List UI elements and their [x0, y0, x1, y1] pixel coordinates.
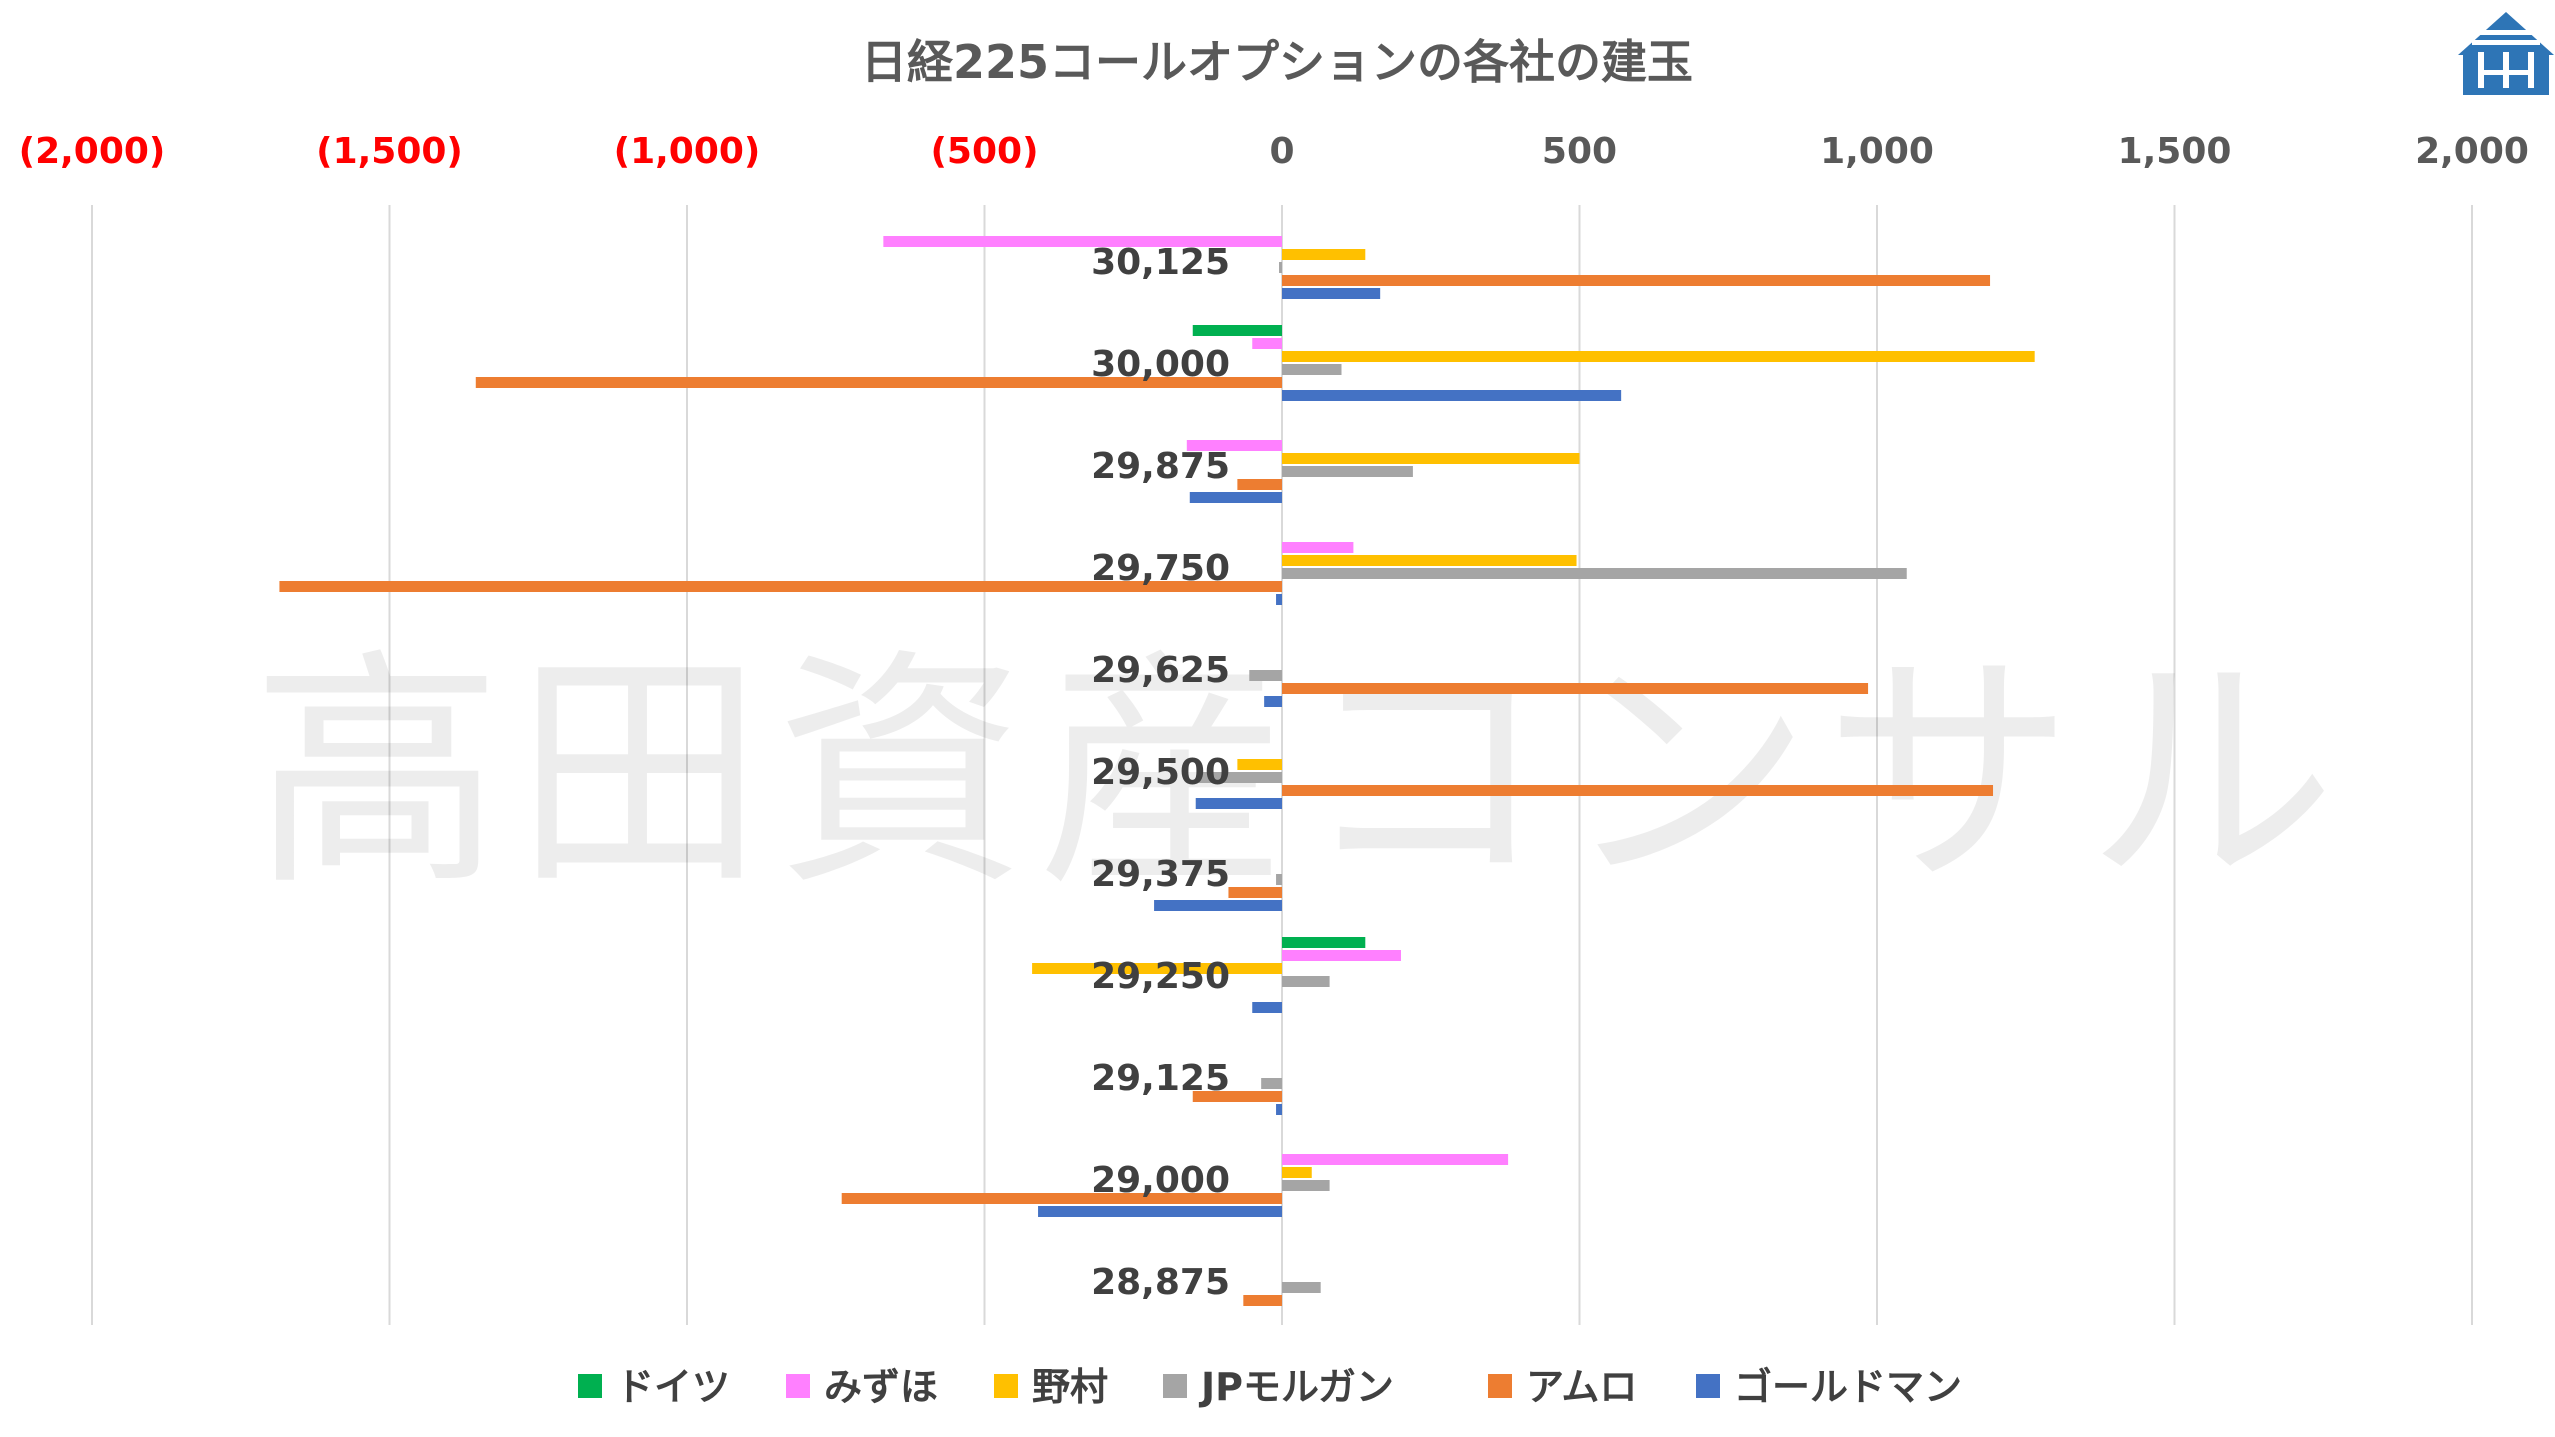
- bar: [1282, 568, 1907, 579]
- legend-label: アムロ: [1526, 1365, 1637, 1409]
- x-tick-label: 500: [1542, 131, 1617, 172]
- bar: [1282, 364, 1342, 375]
- bar: [1032, 963, 1282, 974]
- bar: [475, 377, 1282, 388]
- legend-label: みずほ: [824, 1365, 938, 1409]
- y-tick-label: 28,875: [1091, 1262, 1230, 1303]
- bar: [1282, 785, 1994, 796]
- bar: [1154, 900, 1282, 911]
- x-axis-tick-labels: (2,000) (1,500) (1,000) (500) 0 500 1,000 1,500…: [19, 131, 2529, 172]
- x-tick-label: (1,500): [316, 131, 463, 172]
- bar: [1252, 338, 1282, 349]
- bar: [1192, 1091, 1282, 1102]
- y-tick-label: 29,000: [1091, 1160, 1230, 1201]
- bar: [1264, 696, 1282, 707]
- y-tick-label: 29,625: [1091, 650, 1230, 691]
- x-tick-label: (500): [930, 131, 1038, 172]
- bar: [1282, 288, 1381, 299]
- legend-swatch: [1488, 1374, 1512, 1398]
- bar: [1038, 1206, 1282, 1217]
- y-tick-label: 29,250: [1091, 956, 1230, 997]
- bar: [1249, 670, 1282, 681]
- y-tick-label: 29,500: [1091, 752, 1230, 793]
- legend-label: ドイツ: [616, 1365, 730, 1409]
- legend-label: 野村: [1032, 1365, 1108, 1409]
- x-tick-label: (1,000): [614, 131, 761, 172]
- legend-swatch: [994, 1374, 1018, 1398]
- bar: [1282, 937, 1366, 948]
- bar: [1282, 1167, 1312, 1178]
- watermark-text: 高田資産コンサル: [252, 628, 2348, 919]
- y-tick-label: 30,125: [1091, 242, 1230, 283]
- x-tick-label: 0: [1269, 131, 1294, 172]
- bar: [1282, 1282, 1321, 1293]
- bar: [1198, 772, 1282, 783]
- y-axis-tick-labels: 30,125 30,000 29,875 29,750 29,625 29,500 29,3…: [1091, 242, 1230, 1303]
- bar: [1243, 1295, 1282, 1306]
- y-tick-label: 29,750: [1091, 548, 1230, 589]
- legend-swatch: [1696, 1374, 1720, 1398]
- bar: [1282, 1180, 1330, 1191]
- bar: [841, 1193, 1282, 1204]
- y-tick-label: 29,875: [1091, 446, 1230, 487]
- legend-swatch: [786, 1374, 810, 1398]
- bar: [1282, 1154, 1509, 1165]
- legend-label: JPモルガン: [1198, 1365, 1394, 1409]
- bar: [279, 581, 1282, 592]
- bar: [1261, 1078, 1282, 1089]
- bar: [1228, 887, 1282, 898]
- bar: [1282, 976, 1330, 987]
- bar: [1282, 466, 1413, 477]
- bar: [1189, 492, 1282, 503]
- bar: [1282, 542, 1354, 553]
- bar: [1276, 594, 1282, 605]
- bar: [1282, 453, 1580, 464]
- legend-swatch: [578, 1374, 602, 1398]
- bar: [1276, 1104, 1282, 1115]
- bar: [1282, 390, 1622, 401]
- bars: [279, 236, 2035, 1306]
- bar: [1237, 479, 1282, 490]
- legend: ドイツ みずほ 野村 JPモルガン アムロ ゴールドマン: [578, 1365, 1962, 1409]
- legend-label: ゴールドマン: [1734, 1365, 1962, 1409]
- x-tick-label: 1,500: [2118, 131, 2232, 172]
- bar: [1282, 950, 1401, 961]
- legend-swatch: [1163, 1374, 1187, 1398]
- bar: [1276, 874, 1282, 885]
- x-tick-label: (2,000): [19, 131, 166, 172]
- bar: [1186, 440, 1282, 451]
- bar: [1237, 759, 1282, 770]
- bar: [1282, 683, 1869, 694]
- y-tick-label: 29,125: [1091, 1058, 1230, 1099]
- house-logo-icon: [2458, 12, 2554, 95]
- bar: [1279, 262, 1282, 273]
- x-tick-label: 2,000: [2415, 131, 2529, 172]
- bar: [1195, 798, 1282, 809]
- bar: [1252, 1002, 1282, 1013]
- y-tick-label: 30,000: [1091, 344, 1230, 385]
- bar: [1192, 325, 1282, 336]
- chart-title: 日経225コールオプションの各社の建玉: [861, 35, 1693, 89]
- y-tick-label: 29,375: [1091, 854, 1230, 895]
- bar: [883, 236, 1282, 247]
- bar: [1282, 351, 2035, 362]
- bar: [1282, 555, 1577, 566]
- bar: [1282, 249, 1366, 260]
- x-tick-label: 1,000: [1820, 131, 1934, 172]
- bar: [1282, 275, 1991, 286]
